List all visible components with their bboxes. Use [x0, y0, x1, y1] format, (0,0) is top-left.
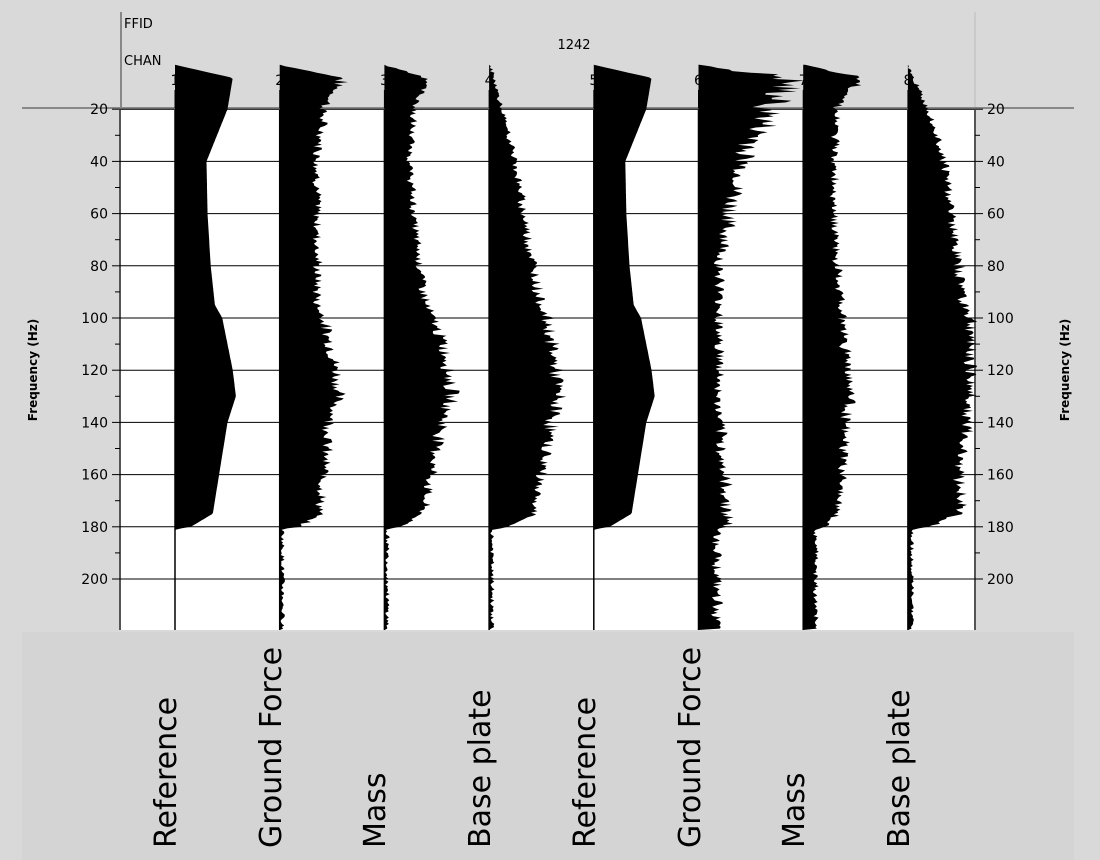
y-tick-label-left: 20	[90, 102, 108, 118]
y-tick-label-left: 120	[81, 363, 108, 379]
y-tick-label-right: 180	[987, 520, 1014, 536]
trace-fill-2	[279, 64, 348, 631]
y-tick-label-left: 160	[81, 468, 108, 484]
y-tick-label-left: 40	[90, 154, 108, 170]
y-tick-label-left: 60	[90, 207, 108, 223]
trace-name-label: Base plate	[463, 689, 499, 848]
y-axis-left: 20 40 60 80 100 120 140 160 180 200	[81, 102, 120, 588]
y-tick-label-right: 20	[987, 102, 1005, 118]
trace-label-panel	[22, 632, 1074, 860]
trace-fill-7	[803, 64, 862, 631]
y-tick-label-left: 80	[90, 259, 108, 275]
trace-fill-1	[175, 64, 236, 631]
y-tick-label-right: 140	[987, 415, 1014, 431]
trace-name-label: Ground Force	[253, 646, 289, 848]
y-tick-label-right: 200	[987, 572, 1014, 588]
trace-fill-4	[489, 64, 567, 631]
y-tick-label-left: 100	[81, 311, 108, 327]
chan-label: CHAN	[124, 54, 161, 69]
trace-fill-8	[907, 64, 978, 631]
y-tick-label-right: 100	[987, 311, 1014, 327]
trace-name-label: Mass	[777, 772, 813, 848]
y-tick-label-right: 120	[987, 363, 1014, 379]
trace-name-label: Reference	[149, 696, 184, 848]
y-axis-label-right: Frequency (Hz)	[1058, 319, 1072, 421]
trace-name-label: Mass	[358, 772, 394, 848]
trace-name-label: Base plate	[881, 689, 917, 848]
y-axis-right: 20 40 60 80 100 120 140 160 180 200	[975, 102, 1014, 588]
y-tick-label-left: 200	[81, 572, 108, 588]
y-axis-label-left: Frequency (Hz)	[26, 319, 40, 421]
trace-fill-3	[384, 64, 460, 631]
trace-fills	[174, 64, 978, 631]
y-tick-label-left: 140	[81, 415, 108, 431]
y-tick-label-right: 40	[987, 154, 1005, 170]
trace-name-label: Ground Force	[672, 646, 708, 848]
trace-name-label: Reference	[567, 696, 603, 848]
y-tick-label-right: 80	[987, 259, 1005, 275]
trace-fill-6	[698, 64, 805, 631]
y-tick-label-right: 160	[987, 468, 1014, 484]
ffid-label: FFID	[124, 17, 153, 32]
y-tick-label-right: 60	[987, 207, 1005, 223]
ffid-value: 1242	[557, 38, 590, 53]
y-tick-label-left: 180	[81, 520, 108, 536]
trace-fill-5	[593, 64, 655, 631]
